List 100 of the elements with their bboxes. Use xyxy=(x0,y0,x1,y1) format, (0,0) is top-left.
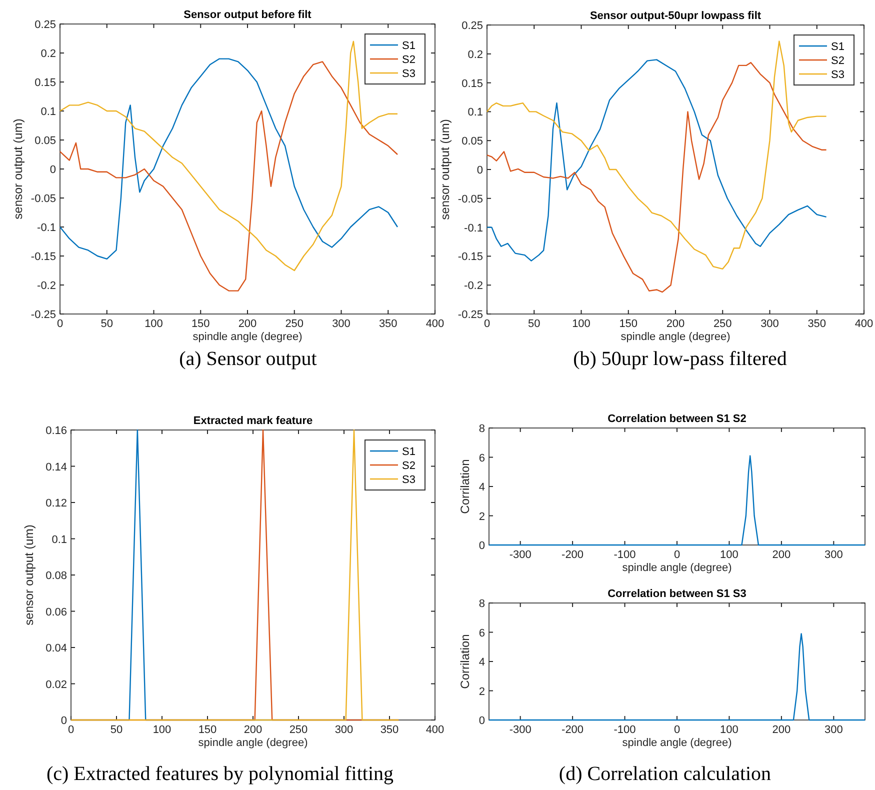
y-tick-label: 0 xyxy=(50,164,56,176)
y-tick-label: -0.15 xyxy=(30,251,56,263)
x-tick-label: -300 xyxy=(509,549,532,561)
x-tick-label: 300 xyxy=(824,724,843,736)
y-tick-label: 0.05 xyxy=(34,135,56,147)
x-tick-label: 100 xyxy=(144,318,163,330)
x-tick-label: 0 xyxy=(674,724,680,736)
y-tick-label: 0.12 xyxy=(46,498,67,510)
y-tick-label: -0.05 xyxy=(458,193,483,206)
x-tick-label: 100 xyxy=(720,724,738,736)
x-tick-label: -100 xyxy=(614,549,636,561)
y-tick-label: 0.2 xyxy=(40,48,56,60)
chart-title: Sensor output-50upr lowpass filt xyxy=(590,10,762,22)
x-tick-label: 50 xyxy=(100,318,113,330)
y-tick-label: 0.1 xyxy=(468,106,483,119)
x-tick-label: 200 xyxy=(772,549,791,561)
x-tick-label: -200 xyxy=(562,549,584,561)
x-tick-label: 200 xyxy=(238,318,257,330)
x-tick-label: 200 xyxy=(772,724,791,736)
x-tick-label: 300 xyxy=(760,318,779,330)
chart-title: Correlation between S1 S3 xyxy=(608,588,746,600)
x-tick-label: 400 xyxy=(854,318,874,330)
legend-label: S1 xyxy=(402,40,416,52)
y-tick-label: 2 xyxy=(478,510,485,523)
y-tick-label: -0.05 xyxy=(30,193,56,205)
y-tick-label: -0.2 xyxy=(464,280,483,292)
x-tick-label: 350 xyxy=(808,318,826,330)
y-tick-label: 0.15 xyxy=(462,78,483,90)
x-tick-label: 50 xyxy=(110,724,123,736)
y-tick-label: -0.25 xyxy=(30,309,56,321)
x-tick-label: 0 xyxy=(674,549,680,561)
x-tick-label: 200 xyxy=(244,724,262,736)
y-tick-label: -0.1 xyxy=(37,222,56,234)
y-tick-label: 8 xyxy=(478,598,485,610)
legend-label: S2 xyxy=(831,55,844,67)
x-tick-label: 300 xyxy=(334,724,354,736)
y-tick-label: -0.15 xyxy=(458,251,483,264)
x-axis-title: spindle angle (degree) xyxy=(622,562,732,574)
text: (c) Extracted features by polynomial fitting xyxy=(46,763,394,785)
y-tick-label: 0.25 xyxy=(462,20,483,32)
y-tick-label: 0 xyxy=(478,540,485,552)
legend-label: S3 xyxy=(402,68,416,80)
x-tick-label: 150 xyxy=(619,318,638,330)
y-tick-label: 0.14 xyxy=(46,461,67,474)
y-tick-label: 4 xyxy=(478,656,485,668)
x-axis-title: spindle angle (degree) xyxy=(620,331,730,343)
y-axis-title: Corrilation xyxy=(458,634,472,689)
x-tick-label: -300 xyxy=(509,724,532,736)
chart-title: Sensor output before filt xyxy=(184,9,312,21)
y-tick-label: 8 xyxy=(478,423,485,435)
y-axis-title: sensor output (um) xyxy=(22,524,36,626)
x-tick-label: 200 xyxy=(666,318,685,330)
legend-label: S1 xyxy=(831,41,844,53)
y-tick-label: -0.2 xyxy=(37,280,56,292)
x-tick-label: 250 xyxy=(285,318,304,330)
y-tick-label: 0.08 xyxy=(46,570,67,582)
legend-label: S1 xyxy=(402,446,416,458)
x-tick-label: 400 xyxy=(426,724,444,736)
x-tick-label: 250 xyxy=(713,318,732,330)
x-tick-label: 400 xyxy=(426,318,444,330)
x-axis-title: spindle angle (degree) xyxy=(622,737,732,749)
y-axis-title: Corrilation xyxy=(458,459,472,514)
y-tick-label: 0.15 xyxy=(34,77,56,89)
y-tick-label: 6 xyxy=(478,452,485,464)
x-tick-label: 100 xyxy=(152,724,172,736)
y-tick-label: 4 xyxy=(478,482,485,494)
legend-label: S3 xyxy=(402,474,416,486)
y-tick-label: 0.16 xyxy=(46,425,67,437)
x-tick-label: 250 xyxy=(289,724,308,736)
legend-label: S2 xyxy=(402,54,416,66)
x-tick-label: 350 xyxy=(380,724,399,736)
y-tick-label: 0.1 xyxy=(52,534,67,546)
y-tick-label: 0 xyxy=(60,715,67,727)
y-tick-label: 0 xyxy=(478,715,485,727)
x-tick-label: 350 xyxy=(378,318,398,330)
chart-title: Correlation between S1 S2 xyxy=(608,413,746,425)
x-tick-label: 50 xyxy=(528,318,540,330)
y-tick-label: 0.1 xyxy=(40,106,56,118)
y-axis-title: sensor output (um) xyxy=(11,118,25,220)
y-tick-label: 0.04 xyxy=(46,642,67,654)
legend-label: S3 xyxy=(831,69,844,81)
x-tick-label: 150 xyxy=(198,724,217,736)
line-series xyxy=(488,633,866,721)
y-tick-label: 0.02 xyxy=(46,678,67,691)
x-tick-label: 300 xyxy=(824,549,843,561)
text: (a) Sensor output xyxy=(179,348,318,370)
y-tick-label: 0.25 xyxy=(34,19,56,31)
y-tick-label: 6 xyxy=(478,627,485,640)
y-tick-label: 0.2 xyxy=(468,48,483,61)
chart-title: Extracted mark feature xyxy=(193,415,313,427)
y-tick-label: 0 xyxy=(476,164,483,176)
x-tick-label: 100 xyxy=(720,549,738,561)
y-tick-label: -0.1 xyxy=(464,222,483,234)
y-tick-label: 2 xyxy=(478,686,485,698)
legend-label: S2 xyxy=(402,460,416,472)
y-tick-label: -0.25 xyxy=(458,309,483,321)
x-tick-label: 100 xyxy=(572,318,590,330)
text: (b) 50upr low-pass filtered xyxy=(573,348,787,370)
x-tick-label: 0 xyxy=(68,724,74,736)
x-axis-title: spindle angle (degree) xyxy=(192,331,302,343)
